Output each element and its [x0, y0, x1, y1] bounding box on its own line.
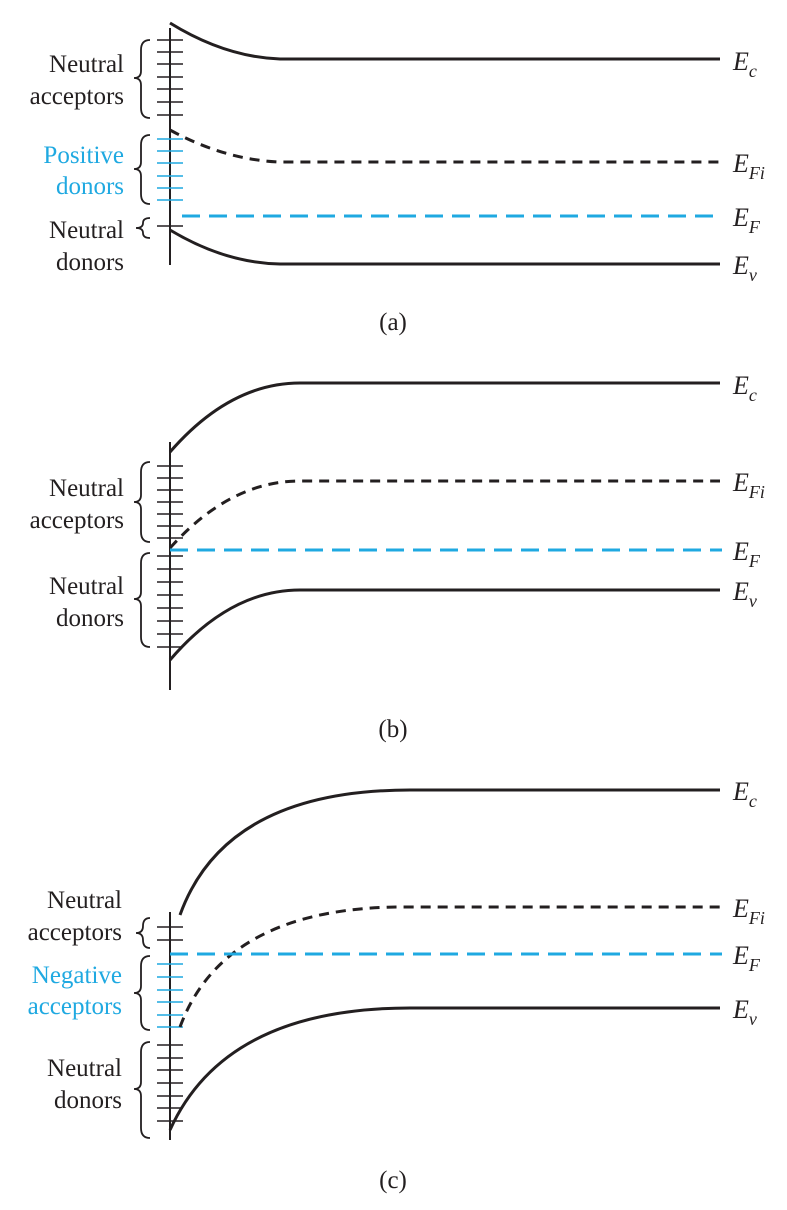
symbol-subscript: F — [748, 217, 761, 237]
brace-icon — [135, 217, 151, 239]
panel-caption: (c) — [379, 1167, 407, 1194]
intrinsic-fermi-level — [169, 128, 720, 164]
ev-symbol: Ev — [732, 577, 757, 611]
state-label-line1: Positive — [43, 142, 124, 169]
state-label-line2: acceptors — [28, 919, 122, 946]
surface-states-c — [157, 926, 183, 1122]
symbol-main: E — [732, 251, 749, 280]
symbol-main: E — [732, 203, 749, 232]
symbol-subscript: c — [749, 385, 757, 405]
efi-symbol: EFi — [732, 894, 765, 928]
ev-symbol: Ev — [732, 251, 757, 285]
ec-symbol: Ec — [732, 47, 757, 81]
brace-icon — [133, 461, 151, 543]
state-label-line2: donors — [56, 605, 124, 632]
brace-icon — [133, 134, 151, 205]
state-label-line2: donors — [56, 249, 124, 276]
state-label-line1: Negative — [32, 962, 122, 989]
surface-states-a — [157, 39, 183, 227]
intrinsic-fermi-level — [168, 479, 720, 550]
ef-symbol: EF — [732, 537, 761, 571]
valence-band-edge — [168, 1006, 720, 1131]
symbol-subscript: Fi — [748, 482, 765, 502]
brace-icon — [135, 917, 151, 949]
symbol-subscript: c — [749, 791, 757, 811]
symbol-main: E — [732, 577, 749, 606]
state-label-line1: Neutral — [49, 573, 124, 600]
symbol-main: E — [732, 47, 749, 76]
state-label-line2: acceptors — [28, 993, 122, 1020]
valence-band-edge — [169, 228, 720, 266]
surface-states-b — [157, 465, 183, 648]
conduction-band-edge — [178, 788, 720, 916]
symbol-subscript: Fi — [748, 163, 765, 183]
symbol-main: E — [732, 777, 749, 806]
state-label-line1: Neutral — [47, 1055, 122, 1082]
state-label-line1: Neutral — [49, 217, 124, 244]
symbol-main: E — [732, 537, 749, 566]
brace-icon — [133, 39, 151, 119]
symbol-subscript: v — [749, 591, 757, 611]
brace-icon — [133, 1041, 151, 1139]
intrinsic-fermi-level — [178, 905, 720, 1028]
brace-icon — [133, 955, 151, 1031]
brace-icon — [133, 552, 151, 648]
symbol-subscript: v — [749, 265, 757, 285]
state-label-line1: Neutral — [49, 51, 124, 78]
symbol-main: E — [732, 941, 749, 970]
symbol-subscript: F — [748, 955, 761, 975]
ec-symbol: Ec — [732, 371, 757, 405]
state-label-line1: Neutral — [47, 887, 122, 914]
symbol-main: E — [732, 468, 749, 497]
panel-caption: (a) — [379, 309, 407, 336]
panel-a: Neutral acceptors Positive donors Neutra… — [30, 21, 765, 336]
state-label-line1: Neutral — [49, 475, 124, 502]
state-label-line2: donors — [54, 1087, 122, 1114]
symbol-subscript: F — [748, 551, 761, 571]
symbol-subscript: v — [749, 1009, 757, 1029]
state-label-line2: acceptors — [30, 507, 124, 534]
conduction-band-edge — [169, 21, 720, 61]
ec-symbol: Ec — [732, 777, 757, 811]
state-label-line2: acceptors — [30, 83, 124, 110]
conduction-band-edge — [168, 381, 720, 453]
ef-symbol: EF — [732, 203, 761, 237]
panel-c: Neutral acceptors Negative acceptors Neu… — [28, 777, 765, 1194]
symbol-main: E — [732, 894, 749, 923]
efi-symbol: EFi — [732, 149, 765, 183]
efi-symbol: EFi — [732, 468, 765, 502]
state-label-line2: donors — [56, 173, 124, 200]
symbol-subscript: Fi — [748, 908, 765, 928]
ef-symbol: EF — [732, 941, 761, 975]
panel-caption: (b) — [378, 716, 407, 743]
ev-symbol: Ev — [732, 995, 757, 1029]
symbol-main: E — [732, 149, 749, 178]
symbol-main: E — [732, 371, 749, 400]
symbol-subscript: c — [749, 61, 757, 81]
panel-b: Neutral acceptors Neutral donors Ec EFi … — [30, 371, 765, 743]
symbol-main: E — [732, 995, 749, 1024]
valence-band-edge — [168, 588, 720, 661]
